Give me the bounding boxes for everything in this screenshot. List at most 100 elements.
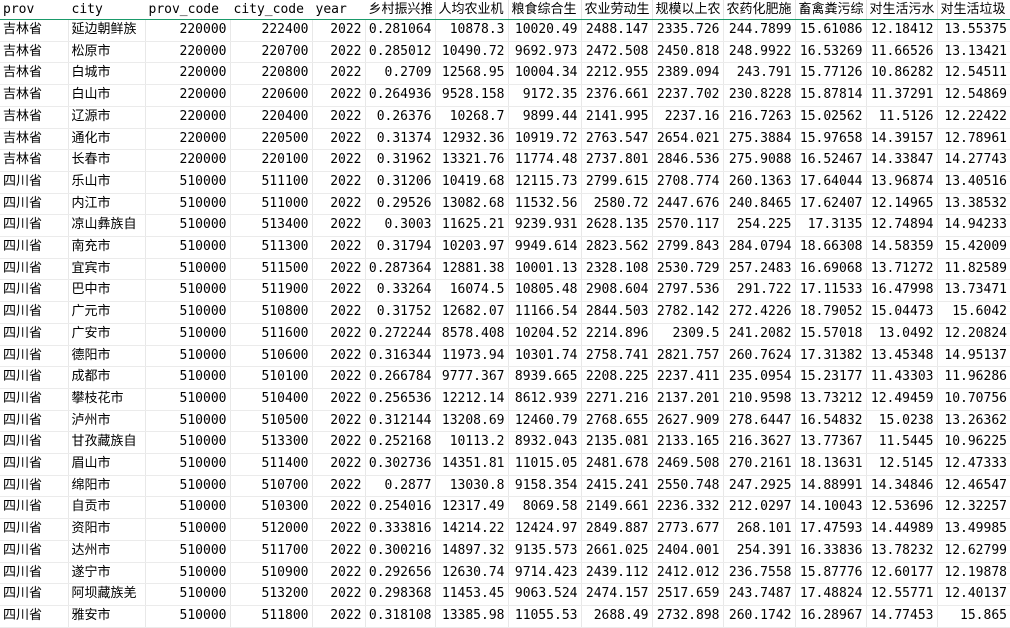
cell-v2[interactable]: 10490.72 [435, 41, 509, 64]
cell-v3[interactable]: 11055.53 [508, 605, 582, 628]
cell-year[interactable]: 2022 [312, 345, 366, 368]
cell-prov[interactable]: 四川省 [0, 453, 69, 476]
cell-city_code[interactable]: 510700 [230, 475, 313, 498]
cell-v7[interactable]: 15.02562 [795, 106, 867, 129]
cell-v8[interactable]: 12.53696 [866, 496, 938, 520]
table-row[interactable]: 四川省 资阳市 510000 512000 2022 0.333816 14214.22 12… [0, 518, 1010, 541]
cell-year[interactable]: 2022 [312, 171, 366, 194]
cell-v1[interactable]: 0.287364 [365, 258, 436, 281]
cell-v2[interactable]: 14897.32 [435, 540, 509, 563]
cell-v7[interactable]: 15.57018 [795, 323, 867, 346]
cell-v4[interactable]: 2844.503 [581, 301, 653, 324]
cell-v9[interactable]: 12.22422 [937, 106, 1010, 129]
cell-city_code[interactable]: 511700 [230, 540, 313, 563]
cell-v9[interactable]: 12.54511 [937, 62, 1010, 86]
cell-year[interactable]: 2022 [312, 62, 366, 86]
cell-v2[interactable]: 13321.76 [435, 149, 509, 172]
cell-year[interactable]: 2022 [312, 410, 366, 433]
cell-prov[interactable]: 四川省 [0, 475, 69, 498]
cell-year[interactable]: 2022 [312, 84, 366, 107]
cell-year[interactable]: 2022 [312, 583, 366, 606]
table-row[interactable]: 四川省 内江市 510000 511000 2022 0.29526 13082.68 115… [0, 193, 1010, 216]
cell-v7[interactable]: 17.48824 [795, 583, 867, 606]
cell-prov[interactable]: 四川省 [0, 171, 69, 194]
cell-v7[interactable]: 14.10043 [795, 496, 867, 520]
cell-v7[interactable]: 15.87814 [795, 84, 867, 107]
cell-v5[interactable]: 2517.659 [652, 583, 724, 606]
column-header-v9[interactable]: 对生活垃圾 [937, 0, 1010, 20]
cell-v1[interactable]: 0.302736 [365, 453, 436, 476]
cell-v4[interactable]: 2135.081 [581, 431, 653, 455]
cell-v7[interactable]: 17.11533 [795, 279, 867, 303]
cell-v9[interactable]: 13.26362 [937, 410, 1010, 433]
table-row[interactable]: 四川省 广元市 510000 510800 2022 0.31752 12682.07 111… [0, 301, 1010, 324]
cell-v2[interactable]: 10203.97 [435, 236, 509, 259]
cell-year[interactable]: 2022 [312, 475, 366, 498]
cell-city_code[interactable]: 511100 [230, 171, 313, 194]
column-header-v4[interactable]: 农业劳动生 [581, 0, 653, 20]
cell-v3[interactable]: 10004.34 [508, 62, 582, 86]
cell-v4[interactable]: 2758.741 [581, 345, 653, 368]
column-header-v5[interactable]: 规模以上农 [652, 0, 724, 20]
cell-v3[interactable]: 9135.573 [508, 540, 582, 563]
cell-v6[interactable]: 216.3627 [723, 431, 796, 455]
cell-prov[interactable]: 四川省 [0, 301, 69, 324]
cell-v1[interactable]: 0.29526 [365, 193, 436, 216]
cell-v1[interactable]: 0.272244 [365, 323, 436, 346]
cell-v5[interactable]: 2799.843 [652, 236, 724, 259]
cell-prov_code[interactable]: 510000 [145, 171, 231, 194]
cell-v2[interactable]: 10113.2 [435, 431, 509, 455]
cell-city_code[interactable]: 512000 [230, 518, 313, 541]
cell-year[interactable]: 2022 [312, 323, 366, 346]
cell-year[interactable]: 2022 [312, 193, 366, 216]
cell-prov_code[interactable]: 510000 [145, 605, 231, 628]
cell-v6[interactable]: 275.3884 [723, 128, 796, 151]
cell-v3[interactable]: 11166.54 [508, 301, 582, 324]
cell-prov[interactable]: 四川省 [0, 388, 69, 411]
cell-v6[interactable]: 210.9598 [723, 388, 796, 411]
cell-prov[interactable]: 四川省 [0, 236, 69, 259]
cell-v2[interactable]: 16074.5 [435, 279, 509, 303]
cell-v7[interactable]: 17.3135 [795, 214, 867, 238]
cell-prov_code[interactable]: 510000 [145, 518, 231, 541]
cell-v4[interactable]: 2439.112 [581, 562, 653, 585]
cell-v4[interactable]: 2580.72 [581, 193, 653, 216]
cell-v5[interactable]: 2782.142 [652, 301, 724, 324]
cell-city[interactable]: 长春市 [68, 149, 146, 172]
cell-v9[interactable]: 12.20824 [937, 323, 1010, 346]
cell-v8[interactable]: 11.66526 [866, 41, 938, 64]
table-row[interactable]: 吉林省 白山市 220000 220600 2022 0.264936 9528.158 91… [0, 84, 1010, 107]
cell-v6[interactable]: 240.8465 [723, 193, 796, 216]
cell-city_code[interactable]: 510500 [230, 410, 313, 433]
cell-v8[interactable]: 10.86282 [866, 62, 938, 86]
cell-v8[interactable]: 12.60177 [866, 562, 938, 585]
cell-v3[interactable]: 9158.354 [508, 475, 582, 498]
cell-v9[interactable]: 12.46547 [937, 475, 1010, 498]
cell-v4[interactable]: 2415.241 [581, 475, 653, 498]
cell-prov_code[interactable]: 220000 [145, 106, 231, 129]
cell-year[interactable]: 2022 [312, 236, 366, 259]
cell-v7[interactable]: 17.31382 [795, 345, 867, 368]
cell-city[interactable]: 宜宾市 [68, 258, 146, 281]
cell-v5[interactable]: 2236.332 [652, 496, 724, 520]
cell-v4[interactable]: 2763.547 [581, 128, 653, 151]
cell-v1[interactable]: 0.31794 [365, 236, 436, 259]
cell-prov[interactable]: 四川省 [0, 496, 69, 520]
cell-v1[interactable]: 0.254016 [365, 496, 436, 520]
table-row[interactable]: 四川省 成都市 510000 510100 2022 0.266784 9777.367 89… [0, 366, 1010, 389]
cell-v6[interactable]: 270.2161 [723, 453, 796, 476]
cell-v5[interactable]: 2570.117 [652, 214, 724, 238]
cell-prov_code[interactable]: 510000 [145, 388, 231, 411]
cell-city[interactable]: 广元市 [68, 301, 146, 324]
cell-v4[interactable]: 2849.887 [581, 518, 653, 541]
cell-v7[interactable]: 18.66308 [795, 236, 867, 259]
cell-v5[interactable]: 2237.411 [652, 366, 724, 389]
cell-city[interactable]: 通化市 [68, 128, 146, 151]
cell-v8[interactable]: 12.55771 [866, 583, 938, 606]
cell-city[interactable]: 广安市 [68, 323, 146, 346]
cell-v1[interactable]: 0.252168 [365, 431, 436, 455]
table-row[interactable]: 四川省 广安市 510000 511600 2022 0.272244 8578.408 10… [0, 323, 1010, 346]
cell-v5[interactable]: 2773.677 [652, 518, 724, 541]
cell-v8[interactable]: 12.49459 [866, 388, 938, 411]
